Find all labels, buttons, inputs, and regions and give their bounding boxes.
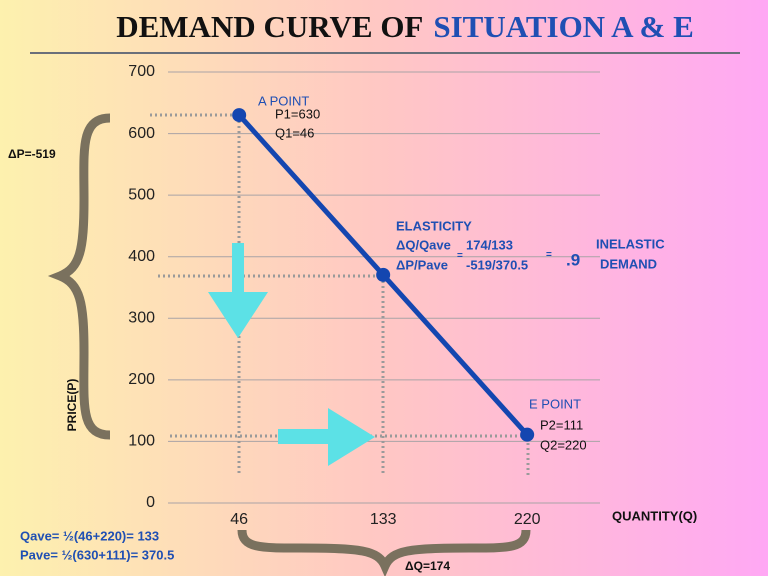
x-tick-label: 133	[370, 511, 397, 528]
x-tick-label: 220	[514, 511, 541, 528]
elasticity-result: .9	[566, 250, 580, 269]
y-tick-label: 300	[128, 310, 155, 327]
guide-e	[170, 434, 530, 478]
a-point-label: A POINT	[258, 93, 309, 108]
title-main: DEMAND CURVE OF	[116, 9, 423, 44]
qave-formula: Qave= ½(46+220)= 133	[20, 528, 159, 543]
right-arrow	[278, 408, 375, 466]
elasticity-label: ELASTICITY	[396, 218, 472, 233]
y-axis-label: PRICE(P)	[65, 379, 79, 432]
bottom-brace	[237, 529, 531, 576]
eq-sign: =	[546, 250, 552, 261]
y-tick-label: 600	[128, 125, 155, 142]
delta-p: ΔP=-519	[8, 147, 56, 161]
plot-layer	[232, 108, 535, 442]
q1-label: Q1=46	[275, 125, 314, 140]
delta-q: ΔQ=174	[405, 559, 450, 573]
p1-label: P1=630	[275, 106, 320, 121]
q2-label: Q2=220	[540, 437, 587, 452]
inelastic-label: INELASTIC	[596, 236, 665, 251]
x-tick-label: 46	[230, 511, 248, 528]
demand-label: DEMAND	[600, 256, 657, 271]
title-highlight: SITUATION A & E	[433, 9, 693, 44]
dq-qave: ΔQ/Qave	[396, 237, 451, 252]
chart-title: DEMAND CURVE OF SITUATION A & E	[116, 9, 694, 44]
p2-label: P2=111	[540, 417, 583, 432]
y-tick-label: 500	[128, 186, 155, 203]
pave-formula: Pave= ½(630+111)= 370.5	[20, 547, 174, 562]
dq-ratio: 174/133	[466, 237, 513, 252]
down-arrow	[208, 243, 268, 338]
y-tick-label: 400	[128, 248, 155, 265]
point	[520, 427, 535, 442]
eq-sign: =	[457, 251, 463, 262]
point	[232, 108, 247, 123]
y-tick-label: 700	[128, 63, 155, 80]
y-tick-label: 0	[146, 494, 155, 511]
left-brace	[47, 113, 111, 440]
dp-pave: ΔP/Pave	[396, 257, 448, 272]
point	[376, 267, 391, 282]
dp-ratio: -519/370.5	[466, 257, 528, 272]
y-tick-label: 100	[128, 433, 155, 450]
e-point-label: E POINT	[529, 396, 581, 411]
y-tick-label: 200	[128, 371, 155, 388]
x-axis-label: QUANTITY(Q)	[612, 508, 697, 523]
